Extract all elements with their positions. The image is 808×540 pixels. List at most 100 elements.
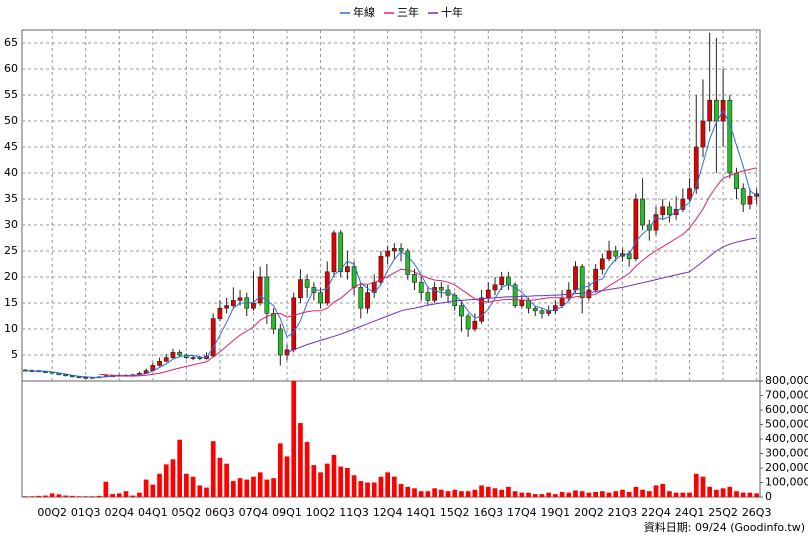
candle-body [559,297,565,306]
y-tick-label: 40 [4,166,18,179]
y2-tick-label: 100,000 [765,476,808,489]
candle-body [418,281,424,293]
volume-bar [673,492,679,497]
volume-bar [633,486,639,497]
x-tick-label: 14Q1 [406,506,436,519]
volume-bar [432,488,437,497]
volume-bar [438,489,444,497]
candle-body [459,305,464,317]
volume-bar [56,494,62,497]
volume-bar [49,493,55,497]
volume-bar [43,495,48,497]
candle-body [277,328,283,356]
y-tick-label: 50 [4,114,18,127]
volume-bar [36,495,42,497]
x-tick-label: 16Q3 [473,506,503,519]
candle-body [331,232,337,273]
x-tick-label: 26Q3 [742,506,772,519]
volume-bar [465,491,471,497]
volume-bar [63,495,68,497]
price-frame [21,29,761,382]
volume-bar [271,478,276,497]
y2-tick-label: 500,000 [765,418,808,431]
volume-bar [251,476,256,497]
volume-bar [190,476,196,497]
candle-body [640,198,645,226]
candle-body [485,289,491,299]
volume-bar [479,485,484,497]
x-tick-label: 01Q3 [71,506,101,519]
candle-body [358,287,364,309]
candle-body [667,206,672,215]
candle-body [633,198,639,260]
x-tick-label: 22Q4 [641,506,671,519]
candle-body [224,305,230,309]
volume-bar [311,465,317,497]
y2-tick-label: 0 [765,490,772,503]
x-tick-label: 19Q1 [541,506,571,519]
volume-bar [392,476,397,497]
volume-bar [512,491,518,497]
x-tick-label: 10Q2 [306,506,336,519]
volume-bar [693,473,699,497]
candle-body [653,214,659,231]
candle-body [512,284,518,306]
candle-body [754,193,760,197]
volume-bar [640,489,645,497]
volume-bar [143,479,149,497]
candle-body [593,268,599,291]
volume-bar [284,456,290,497]
volume-bar [398,483,404,497]
candle-body [43,371,48,373]
candle-body [586,289,592,299]
volume-bar [264,479,270,497]
volume-bar [157,473,162,497]
volume-bar [553,494,558,497]
moving-average-line [99,167,757,377]
candle-body [63,374,68,377]
x-tick-label: 21Q3 [608,506,638,519]
y-tick-label: 20 [4,270,18,283]
volume-bar [593,491,598,497]
y2-tick-label: 800,000 [765,374,808,387]
volume-bar [506,486,511,497]
candle-body [365,292,370,309]
candle-body [217,307,223,319]
volume-bar [734,491,739,497]
x-tick-label: 02Q4 [104,506,134,519]
candle-body [479,297,484,322]
x-tick-label: 07Q4 [239,506,269,519]
volume-bar [667,491,672,497]
candle-body [257,276,263,304]
y-tick-label: 55 [4,88,18,101]
volume-bar [184,473,189,497]
volume-bar [331,454,337,497]
y-tick-label: 25 [4,244,18,257]
candle-body [304,279,310,288]
volume-bar [526,492,531,497]
candle-body [230,300,236,306]
candle-body [378,255,384,283]
volume-bar [613,491,619,497]
candle-body [606,250,612,260]
y-tick-label: 60 [4,62,18,75]
x-tick-label: 25Q2 [708,506,738,519]
volume-bar [740,492,746,497]
candle-body [177,352,183,356]
volume-bar [472,489,478,497]
volume-bar [103,481,109,497]
volume-bar [425,491,431,497]
x-tick-label: 24Q1 [675,506,705,519]
y-tick-label: 30 [4,218,18,231]
volume-bar [123,491,129,497]
candle-body [405,250,411,275]
candle-body [573,266,578,291]
volume-bar [405,486,411,497]
volume-bar [116,493,122,497]
volume-bar [83,496,89,497]
candle-body [291,297,297,351]
candle-body [163,357,169,362]
volume-bar [579,491,585,497]
candle-body [579,266,585,299]
x-tick-label: 12Q4 [373,506,403,519]
